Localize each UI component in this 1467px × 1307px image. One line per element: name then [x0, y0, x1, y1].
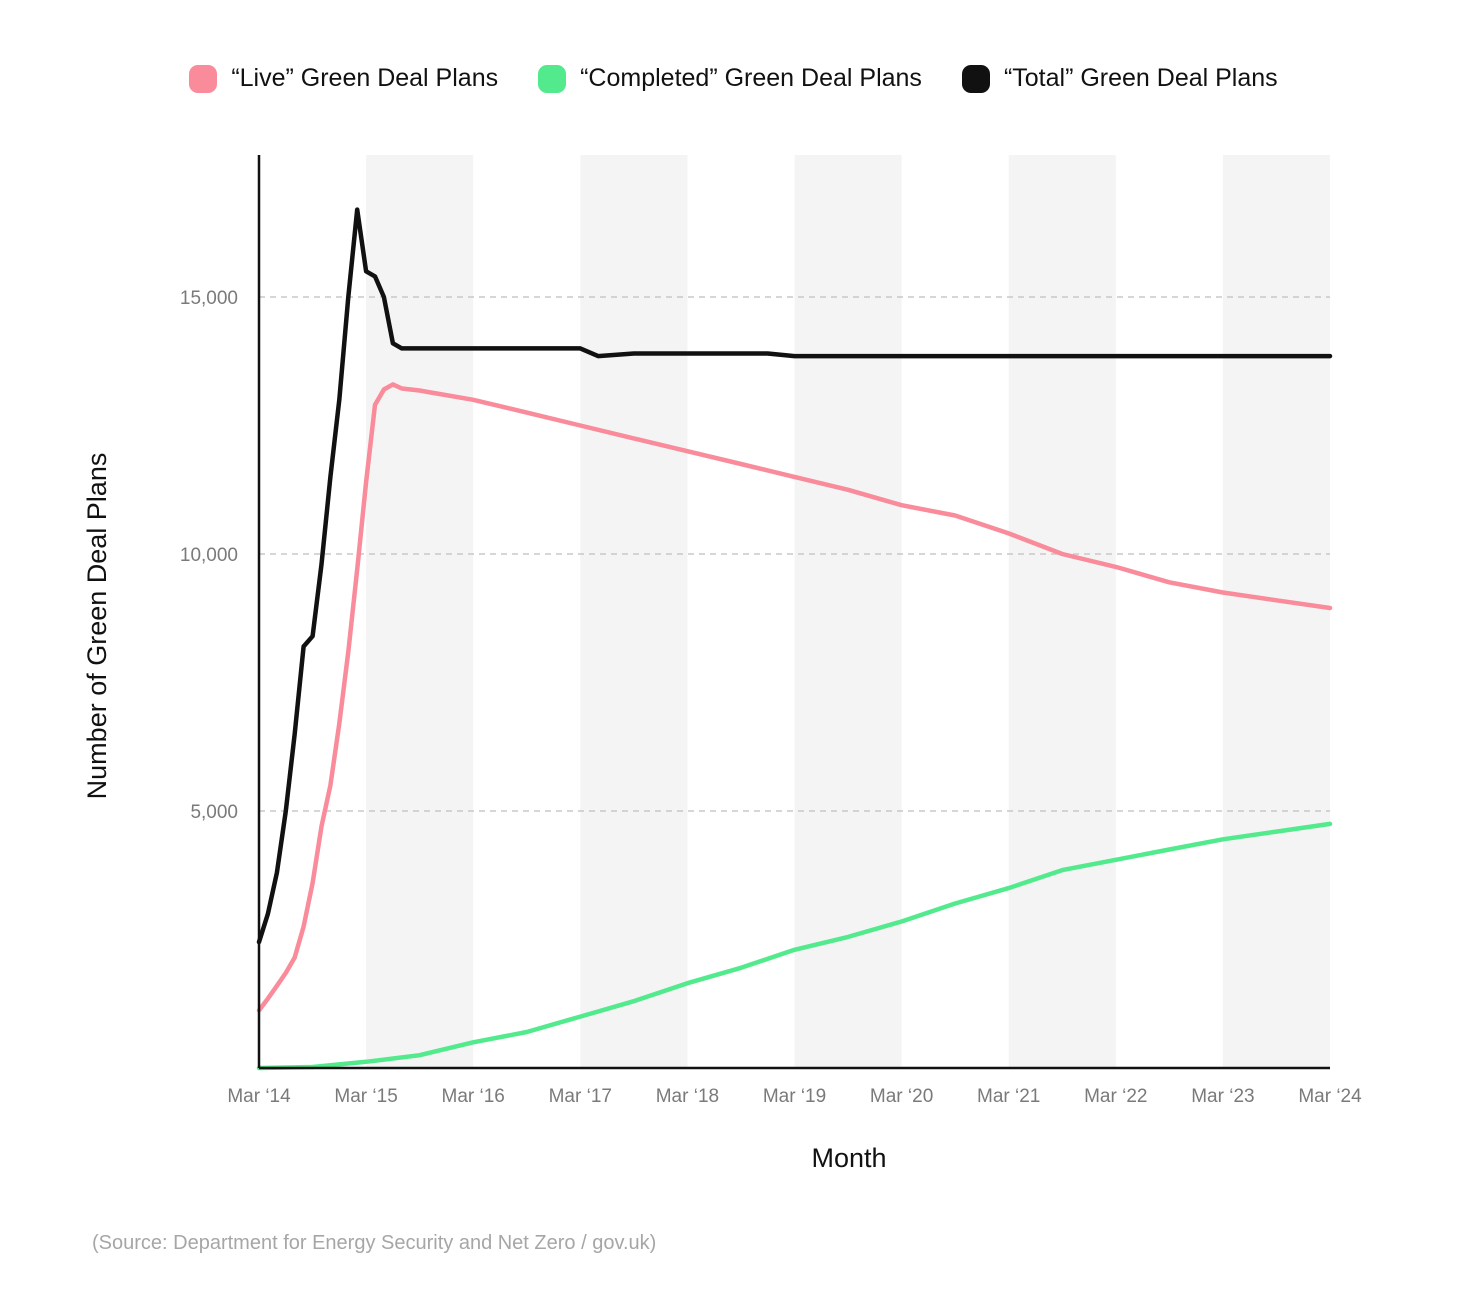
legend-swatch-live	[189, 64, 218, 93]
source-note: (Source: Department for Energy Security …	[92, 1232, 657, 1254]
legend: “Live” Green Deal Plans “Completed” Gree…	[0, 64, 1467, 93]
x-tick-labels: Mar ‘14 Mar ‘15 Mar ‘16 Mar ‘17 Mar ‘18 Mar ‘…	[227, 1086, 1362, 1107]
axes	[257, 155, 1330, 1070]
x-tick-label: Mar ‘21	[977, 1086, 1040, 1107]
shaded-band-1	[580, 155, 688, 1068]
x-tick-label: Mar ‘16	[442, 1086, 505, 1107]
x-tick-label: Mar ‘18	[656, 1086, 719, 1107]
y-tick-label: 10,000	[180, 545, 238, 566]
x-tick-label: Mar ‘15	[334, 1086, 397, 1107]
y-tick-labels: 5,000 10,000 15,000	[180, 288, 238, 823]
legend-item-live: “Live” Green Deal Plans	[189, 64, 498, 93]
series-line-total	[256, 207, 1333, 945]
y-axis-title: Number of Green Deal Plans	[82, 453, 112, 800]
legend-item-completed: “Completed” Green Deal Plans	[538, 64, 922, 93]
x-tick-label: Mar ‘20	[870, 1086, 933, 1107]
x-tick-label: Mar ‘19	[763, 1086, 826, 1107]
x-tick-label: Mar ‘23	[1191, 1086, 1254, 1107]
shaded-band-3	[1008, 155, 1116, 1068]
shaded-band-4	[1222, 155, 1330, 1068]
x-tick-label: Mar ‘17	[549, 1086, 612, 1107]
legend-swatch-completed	[538, 64, 567, 93]
series-line-completed	[256, 821, 1333, 1071]
legend-label-total: “Total” Green Deal Plans	[1003, 64, 1278, 92]
gridlines	[259, 296, 1330, 812]
legend-swatch-total	[961, 64, 990, 93]
legend-label-completed: “Completed” Green Deal Plans	[580, 64, 922, 92]
series-line-live	[256, 382, 1333, 1013]
x-axis-title: Month	[811, 1143, 886, 1173]
y-tick-label: 5,000	[190, 802, 238, 823]
series-lines	[256, 207, 1333, 1071]
x-tick-label: Mar ‘14	[227, 1086, 291, 1107]
y-tick-label: 15,000	[180, 288, 238, 309]
legend-label-live: “Live” Green Deal Plans	[231, 64, 499, 92]
x-tick-label: Mar ‘22	[1084, 1086, 1147, 1107]
x-tick-label: Mar ‘24	[1298, 1086, 1362, 1107]
shaded-bands	[366, 155, 1330, 1068]
legend-item-total: “Total” Green Deal Plans	[961, 64, 1278, 93]
shaded-band-2	[794, 155, 902, 1068]
